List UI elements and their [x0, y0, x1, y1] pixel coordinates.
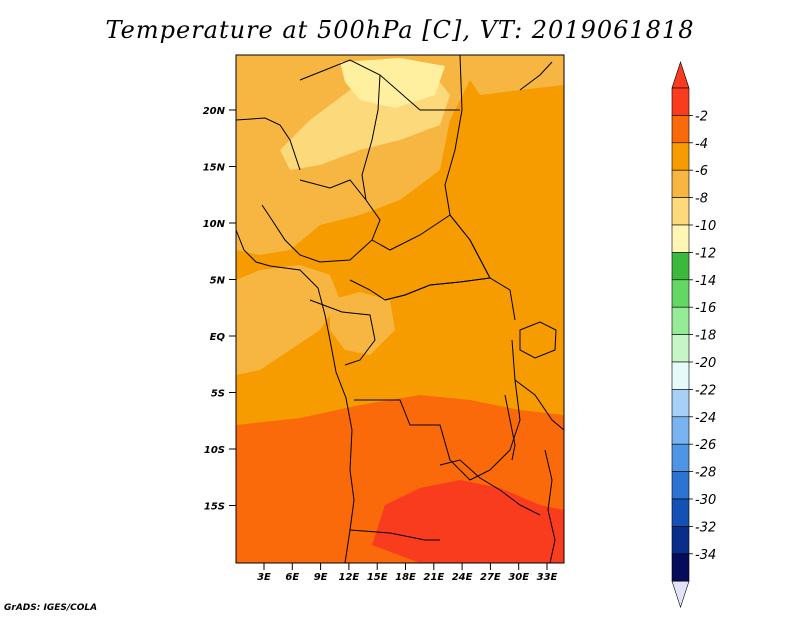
field-very-warm-south [372, 480, 564, 563]
colorbar-label: -28 [695, 466, 716, 481]
map-frame [235, 54, 565, 564]
colorbar-label: -14 [695, 274, 716, 289]
lon-tick-label: 12E [339, 572, 360, 583]
colorbar-swatch [671, 252, 690, 281]
colorbar: -2 -4 -6 -8 -10 -12 -14 -16 -18 -20 -22 -24 -26 -28 -3… [671, 61, 716, 609]
colorbar-swatch [671, 416, 690, 445]
colorbar-swatch [671, 115, 690, 144]
lon-tick-label: 27E [480, 572, 501, 583]
border-drc-north [384, 277, 516, 321]
colorbar-label: -10 [695, 219, 716, 234]
colorbar-label: -30 [695, 493, 716, 508]
lon-tick-label: 21E [423, 572, 444, 583]
colorbar-label: -6 [695, 164, 708, 179]
colorbar-swatch [671, 279, 690, 308]
country-borders [235, 54, 565, 564]
border-gabon-congo [309, 299, 376, 366]
border-zambia [439, 459, 541, 516]
colorbar-label: -8 [695, 192, 708, 207]
lat-tick-label: 20N [203, 106, 226, 117]
lon-tick-label: 18E [395, 572, 416, 583]
lon-tick-label: 6E [285, 572, 299, 583]
lon-tick-label: 9E [314, 572, 328, 583]
border-niger-chad [361, 74, 381, 201]
field-cool-patch-center [330, 292, 395, 355]
field-cool-patch-west [236, 265, 340, 375]
colorbar-label: -24 [695, 411, 716, 426]
lon-tick-label: 24E [452, 572, 473, 583]
colorbar-label: -18 [695, 329, 716, 344]
border-drc-south [354, 339, 521, 481]
colorbar-label: -26 [695, 438, 716, 453]
field-coolest-north [340, 58, 445, 108]
colorbar-label: -4 [695, 137, 708, 152]
longitude-axis: 3E 6E 9E 12E 15E 18E 21E 24E 27E 30E 33E [257, 563, 558, 583]
map-field [236, 55, 564, 563]
colorbar-label: -20 [695, 356, 716, 371]
colorbar-swatch [671, 498, 690, 527]
colorbar-label: -16 [695, 301, 716, 316]
colorbar-swatch [671, 197, 690, 226]
colorbar-swatch [671, 334, 690, 363]
colorbar-swatch [671, 306, 690, 335]
colorbar-swatch [671, 169, 690, 198]
lat-tick-label: EQ [210, 332, 226, 343]
colorbar-swatch [671, 553, 690, 582]
lon-tick-label: 33E [537, 572, 558, 583]
lat-tick-label: 15N [203, 163, 226, 174]
border-nigeria [261, 179, 381, 263]
colorbar-swatch [671, 389, 690, 418]
lake-tanganyika [504, 394, 516, 461]
map-title: Temperature at 500hPa [C], VT: 201906181… [105, 16, 695, 44]
lat-tick-label: 5S [211, 389, 225, 400]
colorbar-label: -22 [695, 383, 716, 398]
border-mali-niger [235, 117, 301, 171]
colorbar-swatch [671, 87, 690, 116]
colorbar-swatch [671, 526, 690, 555]
grads-credit: GrADS: IGES/COLA [4, 603, 98, 613]
lake-victoria [519, 321, 557, 359]
coastline [235, 229, 355, 564]
colorbar-top-arrow [671, 61, 690, 89]
lat-tick-label: 5N [210, 276, 226, 287]
colorbar-swatch [671, 443, 690, 472]
border-mozambique [544, 449, 556, 564]
colorbar-label: -34 [695, 548, 716, 563]
border-angola-south [349, 529, 440, 541]
colorbar-label: -2 [695, 109, 708, 124]
colorbar-swatch [671, 471, 690, 500]
lon-tick-label: 30E [508, 572, 529, 583]
lat-tick-label: 10S [204, 445, 225, 456]
field-cool-patch-ne [470, 55, 564, 95]
colorbar-swatch [671, 224, 690, 253]
lon-tick-label: 3E [257, 572, 271, 583]
colorbar-label: -32 [695, 520, 716, 535]
red-sea-coast [519, 61, 553, 91]
latitude-axis: 20N 15N 10N 5N EQ 5S 10S 15S [203, 106, 236, 513]
colorbar-swatch [671, 142, 690, 171]
border-tanzania [514, 379, 565, 431]
colorbar-swatch [671, 361, 690, 390]
colorbar-label: -12 [695, 246, 716, 261]
lon-tick-label: 15E [367, 572, 388, 583]
lat-tick-label: 10N [203, 219, 226, 230]
colorbar-bottom-arrow [671, 580, 690, 609]
lat-tick-label: 15S [204, 502, 225, 513]
